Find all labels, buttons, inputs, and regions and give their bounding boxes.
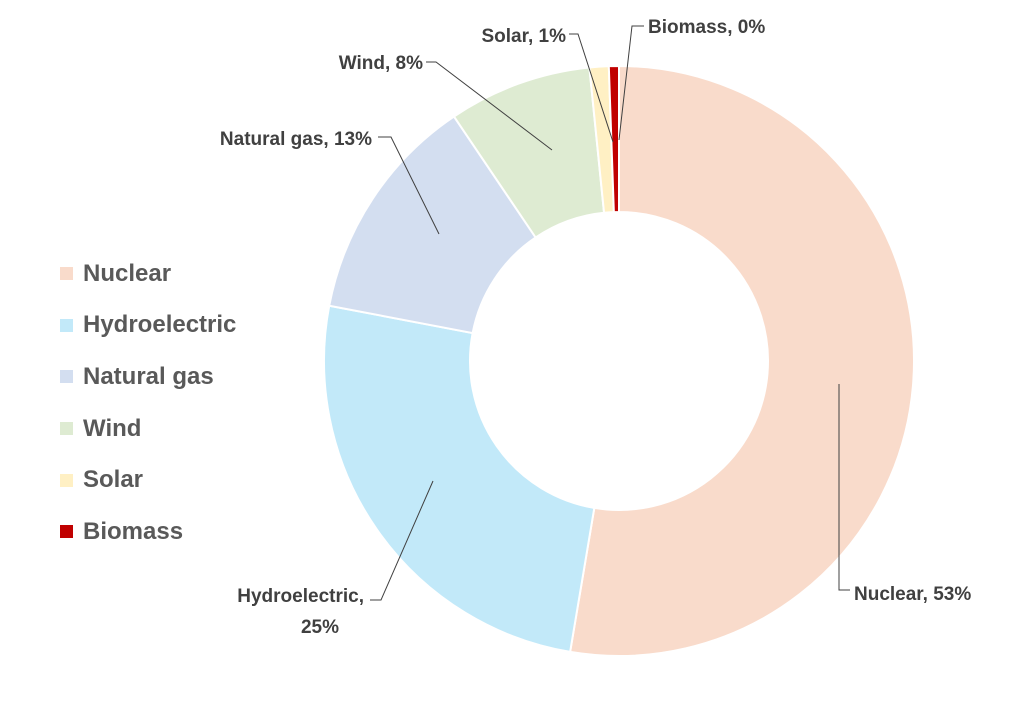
leader-line-biomass (618, 25, 644, 141)
legend-label-hydroelectric: Hydroelectric (83, 311, 237, 339)
donut-slices (323, 64, 915, 657)
leader-line-nuclear (838, 384, 850, 591)
data-label-wind: Wind, 8% (339, 53, 423, 74)
legend-item-wind: Wind (60, 403, 236, 455)
legend-swatch-biomass (60, 525, 73, 539)
legend-label-natural-gas: Natural gas (83, 362, 214, 390)
legend-label-wind: Wind (83, 414, 142, 442)
legend-label-biomass: Biomass (83, 517, 184, 545)
slice-natural-gas (328, 115, 538, 335)
legend-swatch-natural-gas (60, 370, 73, 384)
legend-item-natural-gas: Natural gas (60, 351, 236, 403)
legend-item-biomass: Biomass (60, 506, 236, 558)
legend-swatch-nuclear (60, 267, 73, 281)
slice-biomass (607, 64, 620, 214)
legend-item-solar: Solar (60, 454, 236, 506)
data-labels: Nuclear, 53% Hydroelectric, 25% Natural gas… (220, 17, 971, 638)
legend-swatch-hydroelectric (60, 318, 73, 332)
legend-item-hydroelectric: Hydroelectric (60, 300, 236, 352)
leader-line-natural-gas (378, 136, 440, 235)
leader-lines (370, 25, 850, 601)
data-label-biomass: Biomass, 0% (648, 17, 765, 38)
data-label-solar: Solar, 1% (482, 26, 567, 47)
legend-swatch-solar (60, 473, 73, 487)
slice-nuclear (568, 64, 915, 657)
legend-item-nuclear: Nuclear (60, 248, 236, 300)
leader-line-wind (426, 61, 553, 151)
slice-hydroelectric (323, 304, 596, 654)
data-label-nuclear: Nuclear, 53% (854, 584, 971, 605)
leader-line-hydroelectric (370, 480, 434, 601)
legend-label-solar: Solar (83, 466, 144, 494)
data-label-hydroelectric: Hydroelectric, 25% (237, 586, 364, 638)
data-label-natural-gas: Natural gas, 13% (220, 129, 372, 150)
legend: Nuclear Hydroelectric Natural gas Wind S… (60, 248, 236, 558)
legend-label-nuclear: Nuclear (83, 259, 172, 287)
legend-swatch-wind (60, 422, 73, 436)
leader-line-solar (569, 33, 614, 143)
